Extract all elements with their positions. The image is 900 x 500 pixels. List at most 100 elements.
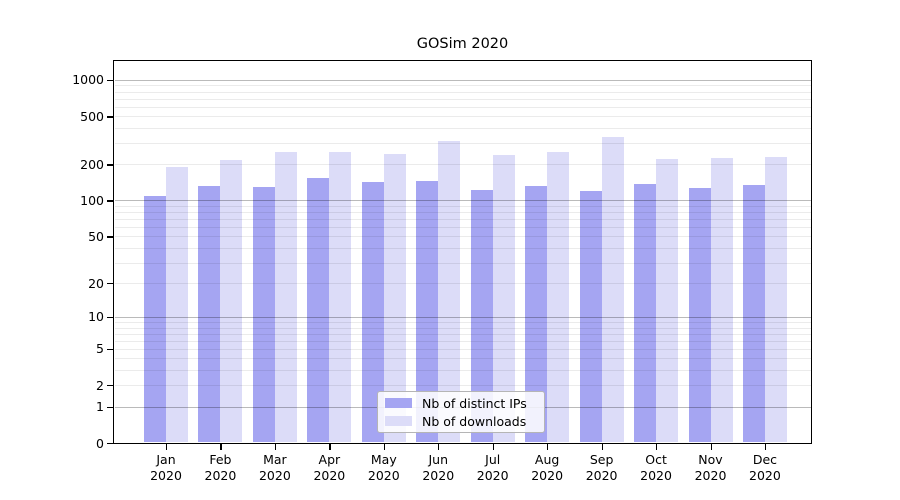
x-tick-label: Feb 2020 (204, 452, 237, 483)
gridline-minor (114, 262, 811, 264)
bar-downloads (329, 151, 352, 443)
y-tick-label: 10 (88, 309, 104, 325)
gridline-minor (114, 128, 811, 130)
y-tick (107, 116, 113, 118)
gridline-minor (114, 212, 811, 214)
gridline-minor (114, 340, 811, 342)
gridline-minor (114, 327, 811, 329)
bar-distinct-ips (470, 190, 493, 443)
bar-downloads (438, 141, 461, 443)
y-tick (107, 283, 113, 285)
x-tick (601, 444, 603, 450)
bar-distinct-ips (579, 190, 602, 443)
bar-distinct-ips (198, 185, 221, 443)
bar-downloads (383, 153, 406, 443)
gridline-major (114, 200, 811, 202)
y-tick (107, 385, 113, 387)
bar-distinct-ips (525, 185, 548, 443)
gridline-minor (114, 358, 811, 360)
x-tick (492, 444, 494, 450)
bar-downloads (220, 160, 243, 443)
y-tick (107, 348, 113, 351)
y-tick-label: 1000 (72, 72, 104, 88)
chart-title: GOSim 2020 (416, 36, 509, 52)
bar-downloads (492, 154, 515, 443)
gridline-minor (114, 348, 811, 350)
legend-label-distinct-ips: Nb of distinct IPs (422, 395, 527, 411)
x-tick-label: Sep 2020 (585, 452, 618, 483)
x-tick (547, 444, 549, 450)
y-tick (107, 443, 113, 445)
bar-distinct-ips (742, 184, 765, 443)
legend-swatch-downloads (385, 416, 412, 426)
legend-item-downloads: Nb of downloads (385, 413, 537, 429)
gridline-minor (114, 116, 811, 118)
gridline-minor (114, 218, 811, 220)
bar-downloads (710, 158, 733, 443)
bar-downloads (166, 166, 188, 443)
x-tick-label: Dec 2020 (749, 452, 781, 483)
x-tick (329, 444, 331, 450)
y-tick (107, 79, 113, 82)
gridline-minor (114, 205, 811, 207)
gridline-minor (114, 91, 811, 93)
gridline-minor (114, 164, 811, 166)
x-tick-label: Nov 2020 (694, 452, 727, 483)
legend-item-distinct-ips: Nb of distinct IPs (385, 395, 537, 411)
bar-downloads (547, 151, 570, 443)
bar-downloads (274, 152, 297, 443)
bar-distinct-ips (307, 178, 330, 443)
y-tick-label: 20 (88, 275, 104, 291)
gridline-major (114, 79, 811, 81)
bar-distinct-ips (416, 180, 439, 443)
gridline-minor (114, 236, 811, 238)
gridline-minor (114, 283, 811, 284)
gridline-minor (114, 333, 811, 335)
y-tick (107, 164, 113, 166)
x-tick (383, 444, 385, 450)
legend: Nb of distinct IPs Nb of downloads (377, 391, 545, 433)
y-tick (107, 406, 113, 408)
gridline-minor (114, 85, 811, 87)
gridline-minor (114, 106, 811, 108)
bar-distinct-ips (361, 182, 384, 443)
y-tick-label: 200 (80, 156, 104, 172)
legend-label-downloads: Nb of downloads (422, 413, 527, 429)
gridline-minor (114, 247, 811, 249)
bar-downloads (601, 136, 624, 443)
bar-downloads (764, 156, 787, 443)
x-tick-label: Apr 2020 (313, 452, 346, 483)
x-tick-label: Mar 2020 (258, 452, 291, 483)
bar-distinct-ips (252, 186, 275, 443)
x-tick (220, 444, 222, 450)
y-tick-label: 50 (88, 228, 104, 244)
bar-distinct-ips (144, 196, 166, 443)
y-tick-label: 5 (96, 341, 104, 357)
bar-distinct-ips (634, 184, 657, 443)
y-tick (107, 236, 113, 238)
y-tick-label: 500 (80, 108, 104, 124)
gridline-minor (114, 98, 811, 100)
y-tick-label: 2 (96, 377, 104, 393)
gridline-minor (114, 143, 811, 145)
x-tick-label: Jan 2020 (150, 452, 182, 483)
x-tick (764, 444, 767, 450)
gridline-minor (114, 370, 811, 372)
legend-swatch-distinct-ips (385, 398, 412, 408)
gridline-minor (114, 385, 811, 387)
gridline-minor (114, 226, 811, 228)
x-tick (274, 444, 277, 450)
x-tick (438, 444, 440, 450)
y-tick-label: 0 (96, 435, 104, 451)
x-tick-label: Jul 2020 (476, 452, 509, 483)
gridline-major (114, 316, 811, 318)
x-tick (166, 444, 168, 450)
x-tick-label: Aug 2020 (531, 452, 564, 483)
bar-distinct-ips (688, 187, 711, 443)
gridline-minor (114, 322, 811, 323)
x-tick-label: Oct 2020 (640, 452, 672, 483)
bar-downloads (656, 158, 679, 443)
x-tick (656, 444, 658, 450)
y-tick-label: 1 (96, 399, 104, 415)
